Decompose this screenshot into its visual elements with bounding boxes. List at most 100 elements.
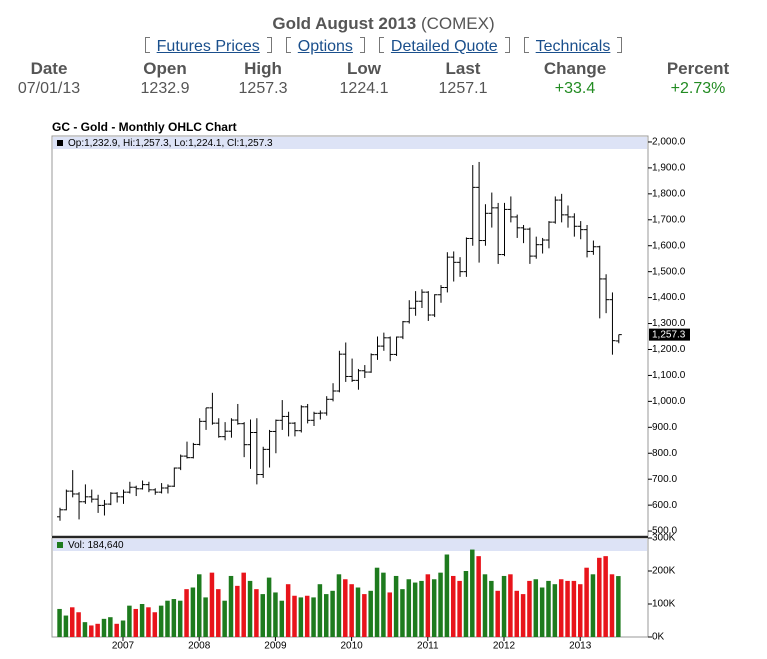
volume-bar xyxy=(381,572,386,637)
volume-bar xyxy=(387,592,392,637)
volume-text: Vol: 184,640 xyxy=(68,540,124,551)
info-icon xyxy=(57,140,63,146)
volume-bar xyxy=(393,575,399,637)
nav-link[interactable]: Detailed Quote xyxy=(390,38,498,55)
volume-bar xyxy=(241,572,246,637)
volume-bar xyxy=(603,556,608,637)
volume-bar xyxy=(177,600,183,637)
volume-bar xyxy=(304,595,310,637)
volume-bar xyxy=(343,579,348,637)
volume-bar xyxy=(285,584,291,637)
y-tick-label: 1,300.0 xyxy=(652,318,686,329)
x-tick-label: 2010 xyxy=(340,641,363,652)
volume-bar xyxy=(216,589,221,637)
volume-bar xyxy=(400,589,405,637)
volume-bar xyxy=(368,590,373,637)
volume-bar xyxy=(146,607,151,637)
volume-bar xyxy=(590,574,596,637)
chart: GC - Gold - Monthly OHLC Chart Op:1,232.… xyxy=(51,120,690,652)
volume-bar xyxy=(190,587,196,637)
column-header: High xyxy=(244,59,282,78)
volume-bar xyxy=(362,594,367,637)
volume-bar xyxy=(609,574,615,637)
column-value: 07/01/13 xyxy=(17,80,81,97)
y-tick-label: 1,400.0 xyxy=(652,292,686,303)
volume-bar xyxy=(355,587,361,637)
volume-bar xyxy=(476,556,481,637)
y-tick-label: 1,200.0 xyxy=(652,344,686,355)
last-price-box xyxy=(649,328,690,341)
chart-title: GC - Gold - Monthly OHLC Chart xyxy=(52,120,237,134)
y-tick-label: 900.0 xyxy=(652,422,677,433)
volume-bar xyxy=(279,600,285,637)
volume-bar xyxy=(546,580,551,637)
volume-bar xyxy=(527,580,532,637)
volume-bar xyxy=(266,577,272,637)
volume-bar xyxy=(508,574,513,637)
nav-link[interactable]: Technicals xyxy=(535,38,611,55)
column-value: 1224.1 xyxy=(339,80,389,97)
exchange: (COMEX) xyxy=(420,14,495,33)
last-price-label: 1,257.3 xyxy=(652,329,686,340)
x-tick-label: 2009 xyxy=(264,641,287,652)
volume-bar xyxy=(101,618,107,637)
volume-bar xyxy=(406,579,412,637)
volume-bar xyxy=(158,605,164,637)
volume-bar xyxy=(470,549,475,637)
volume-bar xyxy=(571,580,577,637)
column-header: Percent xyxy=(666,59,730,78)
volume-bar xyxy=(76,612,81,637)
volume-bar xyxy=(120,620,126,637)
volume-bar xyxy=(558,579,564,637)
volume-bar xyxy=(63,615,69,637)
y-tick-label: 600.0 xyxy=(652,500,677,511)
link-bar: Futures Prices Options Detailed Quote Techn… xyxy=(0,37,767,56)
volume-band xyxy=(53,539,647,551)
volume-bar xyxy=(324,594,329,637)
column-header: Last xyxy=(445,59,481,78)
column-value: +33.4 xyxy=(554,80,596,97)
info-band xyxy=(53,137,647,149)
column-header: Low xyxy=(347,59,381,78)
volume-bar xyxy=(133,608,138,637)
volume-bar xyxy=(495,590,500,637)
volume-bar xyxy=(57,608,62,637)
nav-link[interactable]: Options xyxy=(297,38,353,55)
volume-bar xyxy=(565,580,570,637)
bracket xyxy=(285,37,291,53)
volume-bar xyxy=(419,580,424,637)
volume-bar xyxy=(425,574,431,637)
volume-bar xyxy=(209,572,215,637)
volume-bar xyxy=(539,587,545,637)
x-tick-label: 2007 xyxy=(112,641,135,652)
x-tick-label: 2013 xyxy=(569,641,592,652)
nav-link[interactable]: Futures Prices xyxy=(156,38,260,55)
volume-bar xyxy=(197,574,202,637)
volume-bar xyxy=(292,595,297,637)
bracket xyxy=(144,37,150,53)
volume-bar xyxy=(152,612,158,637)
volume-tick-label: 0K xyxy=(652,632,665,643)
volume-bar xyxy=(108,617,113,637)
volume-bar xyxy=(349,584,354,637)
bracket xyxy=(504,37,510,53)
volume-bar xyxy=(616,576,621,637)
volume-bar xyxy=(228,575,234,637)
volume-bar xyxy=(165,600,170,637)
column-value: +2.73% xyxy=(670,80,726,97)
volume-bar xyxy=(463,571,469,637)
volume-bar xyxy=(444,554,450,637)
volume-bar xyxy=(82,622,88,637)
y-tick-label: 500.0 xyxy=(652,526,677,537)
volume-bar xyxy=(584,567,589,637)
price-panel xyxy=(51,135,649,537)
volume-bar xyxy=(533,579,539,637)
y-tick-label: 1,600.0 xyxy=(652,240,686,251)
volume-bar xyxy=(431,579,437,637)
y-tick-label: 1,800.0 xyxy=(652,188,686,199)
volume-bar xyxy=(489,580,494,637)
bracket xyxy=(359,37,365,53)
contract-name: Gold August 2013 xyxy=(272,14,417,33)
volume-tick-label: 200K xyxy=(652,566,676,577)
